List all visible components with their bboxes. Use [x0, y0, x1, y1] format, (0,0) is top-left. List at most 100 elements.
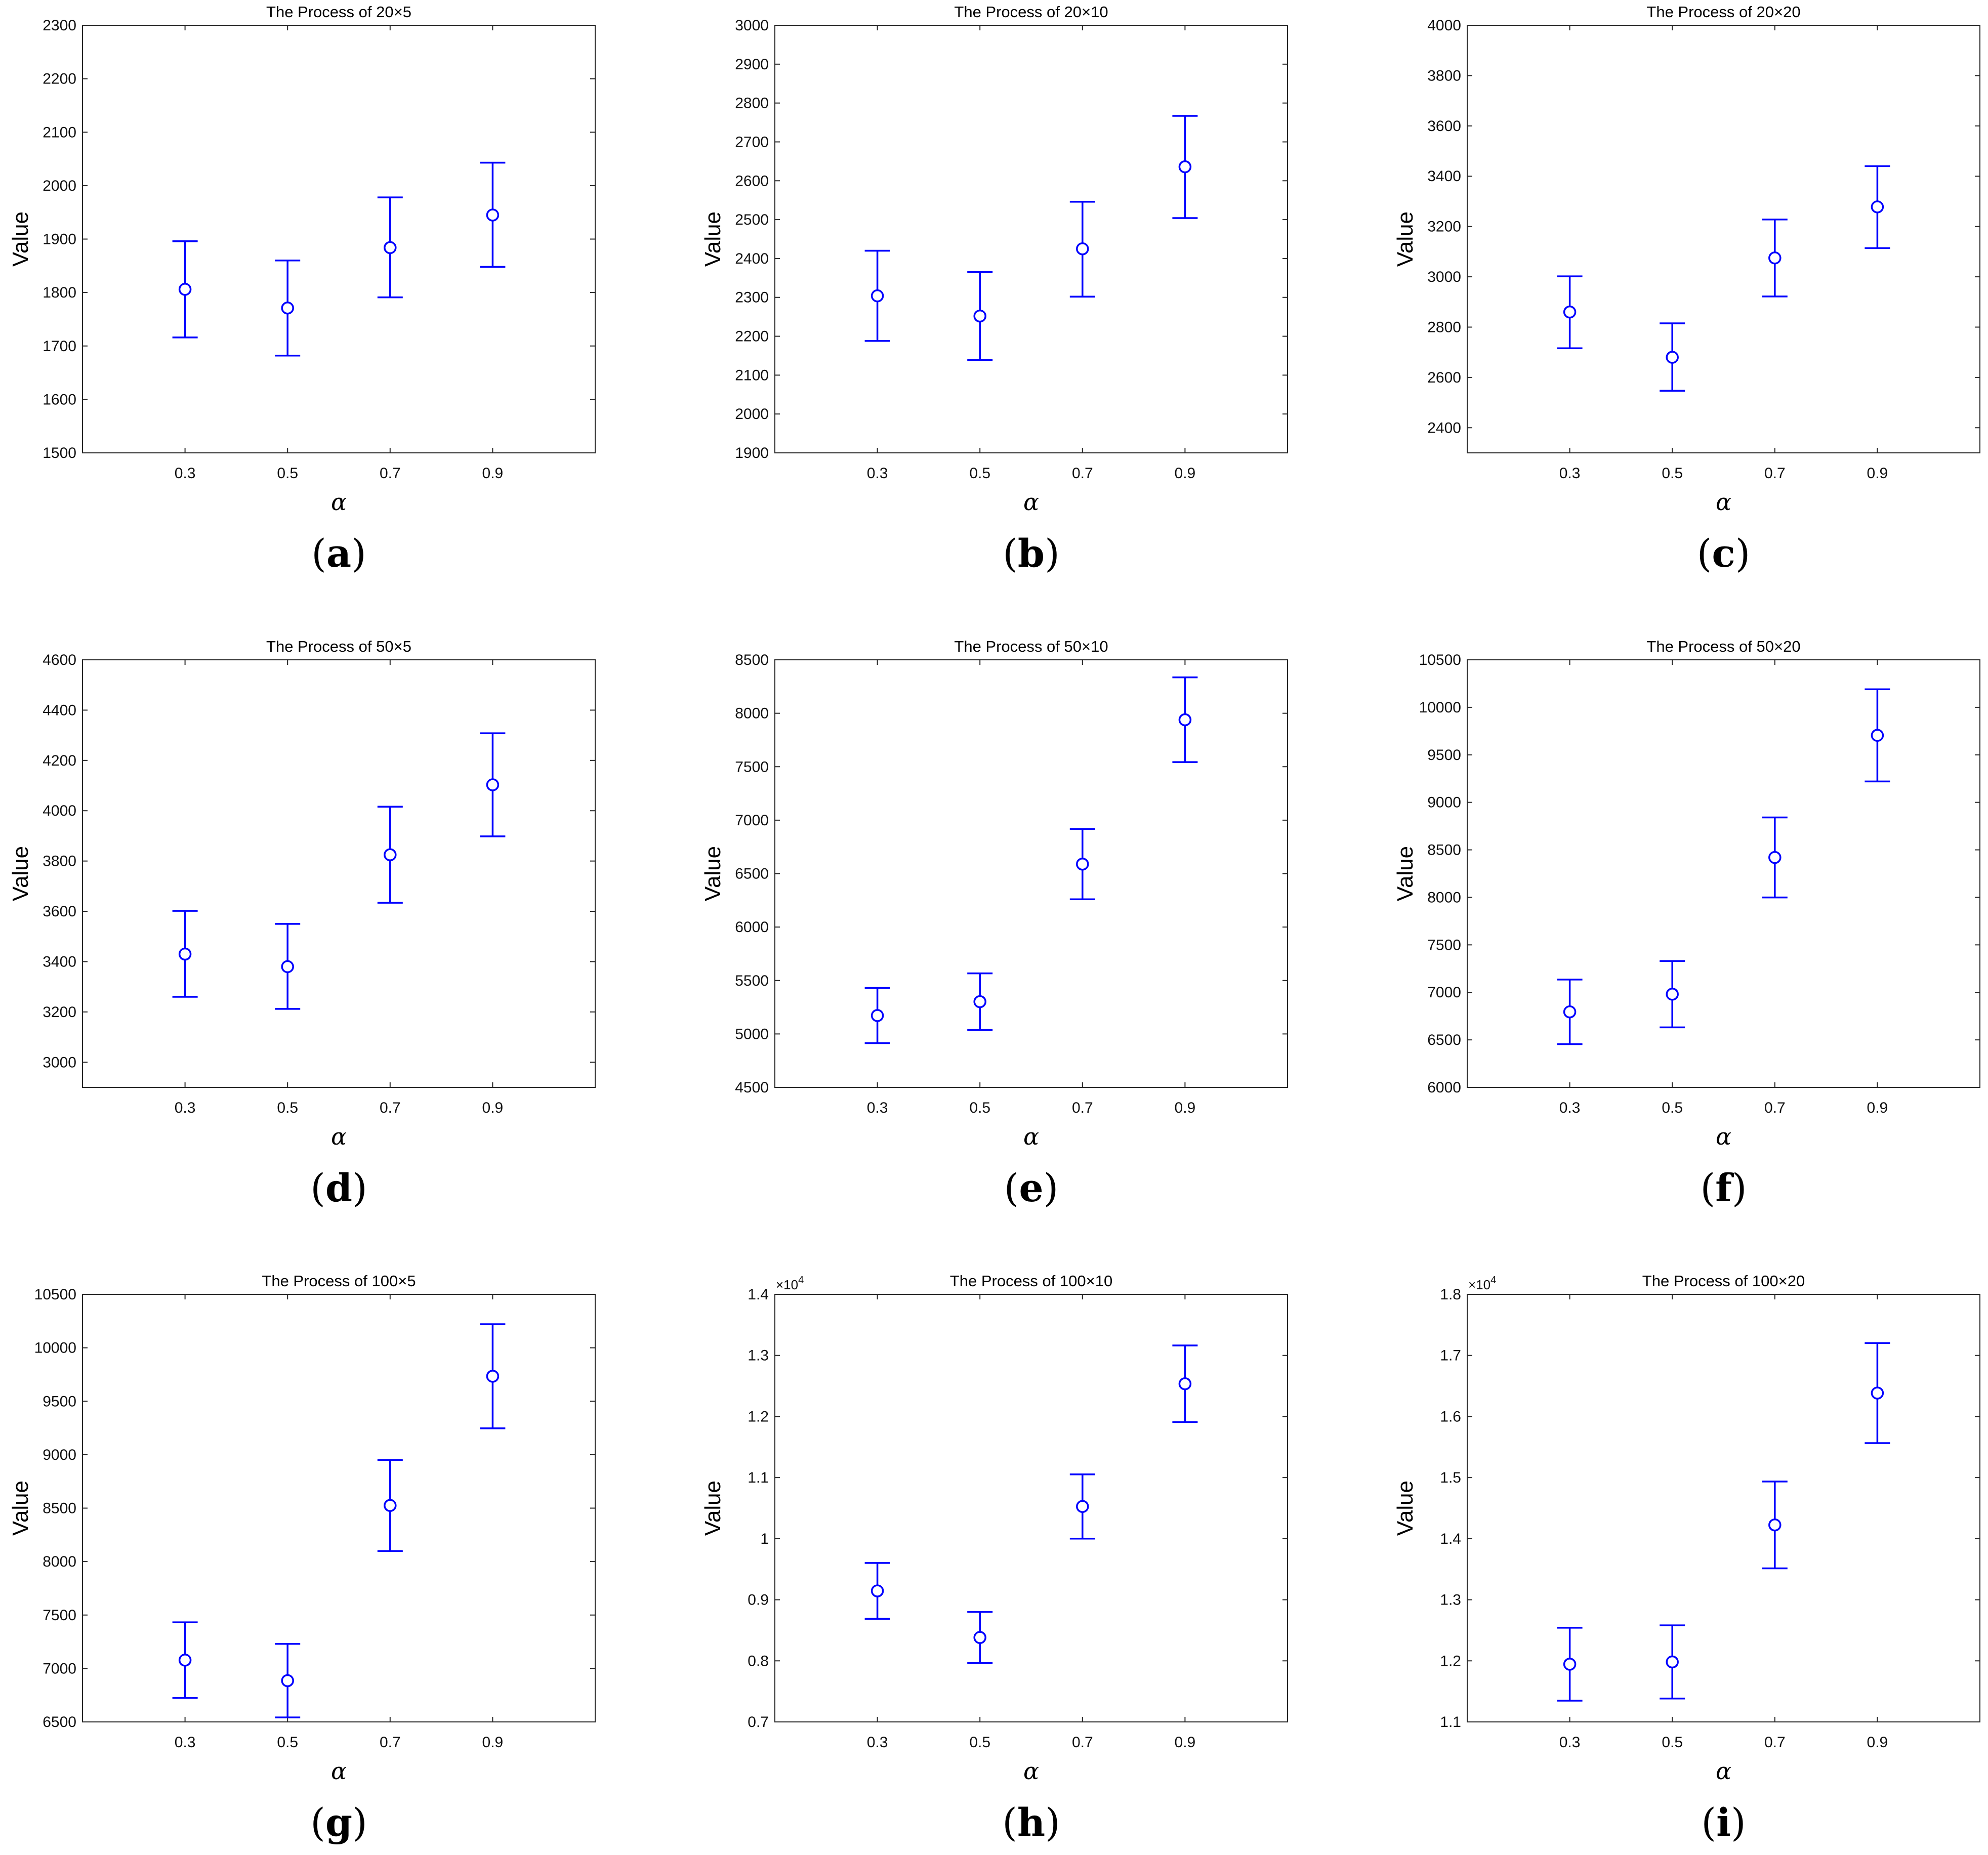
- chart-panel-h: The Process of 100×10 0.7 0.8 0.9 1 1.1 1.2 1.3…: [700, 1272, 1288, 1845]
- x-tick-label: 0.9: [1175, 1100, 1196, 1116]
- y-axis-label: Value: [8, 1481, 33, 1536]
- y-tick-label: 2100: [735, 367, 769, 384]
- y-tick-label: 2600: [735, 173, 769, 189]
- x-axis-label: α: [1716, 488, 1731, 516]
- x-tick-label: 0.9: [1175, 465, 1196, 482]
- y-tick-label: 2800: [1427, 319, 1461, 335]
- mean-marker: [1871, 729, 1884, 742]
- y-tick-label: 7500: [43, 1607, 76, 1624]
- y-tick-label: 9000: [43, 1447, 76, 1463]
- y-tick-label: 1500: [43, 445, 76, 461]
- y-tick-label: 1600: [43, 391, 76, 408]
- y-tick-label: 10500: [34, 1286, 76, 1303]
- y-tick-label: 3000: [43, 1054, 76, 1071]
- mean-marker: [384, 241, 397, 255]
- mean-marker: [1768, 1518, 1782, 1532]
- y-tick-label: 2600: [1427, 369, 1461, 386]
- mean-marker: [486, 208, 500, 222]
- mean-marker: [1076, 1500, 1089, 1513]
- panel-label: (a): [311, 531, 366, 576]
- mean-marker: [1178, 160, 1192, 174]
- y-tick-label: 4200: [43, 752, 76, 769]
- y-axis-label: Value: [1393, 1481, 1418, 1536]
- y-tick-label: 3600: [43, 903, 76, 920]
- x-tick-label: 0.5: [969, 1100, 990, 1116]
- y-tick-label: 2400: [1427, 419, 1461, 436]
- mean-marker: [1076, 857, 1089, 871]
- y-exponent-label: ×104: [1468, 1275, 1496, 1292]
- x-tick-label: 0.5: [969, 1734, 990, 1751]
- y-tick-label: 2200: [43, 71, 76, 88]
- x-tick-label: 0.7: [1072, 1734, 1093, 1751]
- chart-panel-d: The Process of 50×5 3000 3200 3400 3600 3800 4…: [8, 638, 596, 1210]
- y-tick-label: 1900: [43, 231, 76, 248]
- x-tick-label: 0.9: [482, 1100, 504, 1116]
- mean-marker: [178, 947, 192, 961]
- y-tick-label: 3600: [1427, 118, 1461, 135]
- chart-panel-i: The Process of 100×20 1.1 1.2 1.3 1.4 1.5 1.6 1…: [1393, 1272, 1980, 1845]
- x-axis-label: α: [1023, 1123, 1039, 1150]
- panel-label: (i): [1701, 1800, 1746, 1845]
- x-tick-label: 0.9: [1867, 1100, 1888, 1116]
- x-tick-label: 0.5: [277, 1100, 298, 1116]
- y-tick-label: 3800: [43, 853, 76, 870]
- chart-panel-b: The Process of 20×10 1900 2000 2100 2200 2300…: [700, 3, 1288, 576]
- y-tick-label: 8500: [735, 652, 769, 668]
- y-tick-label: 2400: [735, 250, 769, 267]
- y-tick-label: 1.6: [1440, 1408, 1461, 1425]
- y-tick-label: 3800: [1427, 67, 1461, 84]
- chart-title: The Process of 100×10: [950, 1272, 1112, 1290]
- y-tick-label: 7000: [1427, 984, 1461, 1001]
- y-tick-label: 2900: [735, 56, 769, 73]
- x-tick-label: 0.5: [277, 1734, 298, 1751]
- plot-area: [774, 1294, 1288, 1722]
- y-axis-label: Value: [700, 846, 725, 901]
- x-tick-label: 0.7: [1764, 1100, 1786, 1116]
- plot-area: [82, 25, 596, 453]
- chart-title: The Process of 100×20: [1642, 1272, 1805, 1290]
- mean-marker: [871, 1584, 884, 1597]
- panel-label: (d): [310, 1165, 367, 1210]
- y-tick-label: 6000: [1427, 1079, 1461, 1096]
- plot-area: [774, 25, 1288, 453]
- x-tick-label: 0.7: [380, 1100, 401, 1116]
- y-axis-label: Value: [700, 212, 725, 267]
- y-tick-label: 7000: [735, 812, 769, 829]
- chart-title: The Process of 50×10: [954, 638, 1108, 655]
- x-tick-label: 0.7: [1072, 1100, 1093, 1116]
- chart-title: The Process of 50×5: [266, 638, 411, 655]
- mean-marker: [1768, 251, 1782, 265]
- mean-marker: [1178, 713, 1192, 727]
- mean-marker: [178, 283, 192, 296]
- plot-area: [1467, 1294, 1980, 1722]
- y-tick-label: 10000: [1419, 699, 1461, 716]
- plot-area: [1467, 659, 1980, 1088]
- x-axis-label: α: [1023, 1757, 1039, 1785]
- panels: The Process of 20×5 1500 1600 1700 1800 1900 2…: [8, 3, 1980, 1845]
- y-tick-label: 9500: [43, 1393, 76, 1410]
- y-tick-label: 3000: [735, 17, 769, 34]
- mean-marker: [973, 1631, 986, 1644]
- x-tick-label: 0.7: [1072, 465, 1093, 482]
- y-tick-label: 2200: [735, 328, 769, 345]
- y-tick-label: 4500: [735, 1079, 769, 1096]
- y-tick-label: 3200: [1427, 219, 1461, 235]
- y-tick-label: 6500: [735, 866, 769, 882]
- x-tick-label: 0.3: [1559, 1734, 1581, 1751]
- y-tick-label: 5000: [735, 1026, 769, 1042]
- mean-marker: [486, 1370, 500, 1383]
- plot-area: [774, 659, 1288, 1088]
- x-tick-label: 0.3: [867, 1734, 888, 1751]
- plot-area: [82, 1294, 596, 1722]
- y-tick-label: 0.7: [748, 1714, 769, 1731]
- y-tick-label: 9000: [1427, 794, 1461, 811]
- mean-marker: [871, 1009, 884, 1022]
- y-tick-label: 2000: [43, 178, 76, 194]
- x-axis-label: α: [1716, 1757, 1731, 1785]
- y-tick-label: 0.8: [748, 1653, 769, 1669]
- mean-marker: [973, 309, 986, 323]
- y-tick-label: 4000: [43, 803, 76, 819]
- y-tick-label: 8500: [43, 1500, 76, 1517]
- y-tick-label: 1.4: [1440, 1531, 1461, 1547]
- x-axis-label: α: [331, 1757, 347, 1785]
